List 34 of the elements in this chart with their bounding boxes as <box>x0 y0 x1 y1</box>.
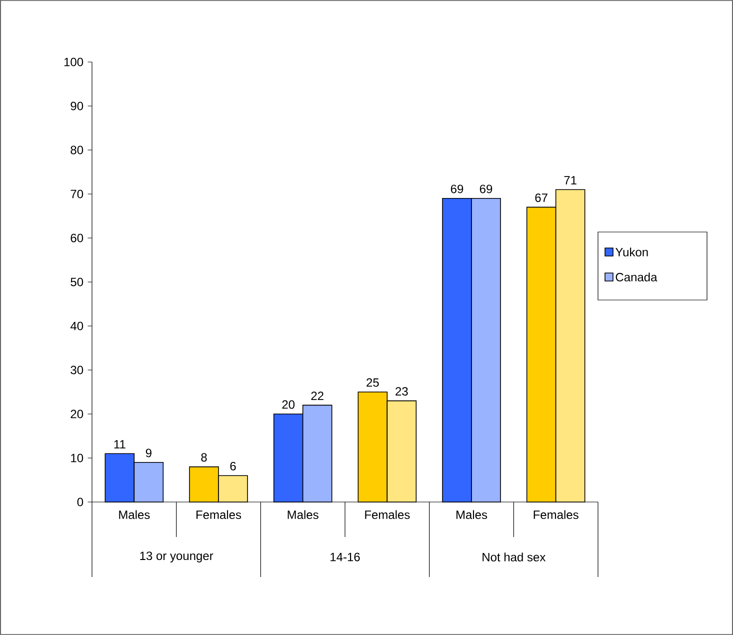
data-label: 67 <box>535 194 548 202</box>
legend-label: Yukon <box>615 248 648 256</box>
data-label: 69 <box>480 184 492 194</box>
data-label: 8 <box>201 453 207 462</box>
x-tick-label: Males <box>456 510 488 520</box>
x-tick-label: Females <box>196 510 242 520</box>
x-tick-label: Females <box>534 510 578 520</box>
y-tick-label: 60 <box>70 234 84 242</box>
y-tick-label: 50 <box>70 278 84 286</box>
data-label: 71 <box>564 176 576 184</box>
y-tick-label: 30 <box>70 366 84 374</box>
data-label: 69 <box>450 184 464 194</box>
data-label: 20 <box>282 400 295 409</box>
x-tick-label: Males <box>288 510 318 520</box>
legend-label: Canada <box>616 272 658 282</box>
x-tick-label: Males <box>119 510 150 520</box>
y-tick-label: 0 <box>77 498 84 506</box>
data-label: 9 <box>146 448 152 458</box>
data-label: 22 <box>311 392 324 400</box>
y-tick-label: 40 <box>70 322 84 330</box>
y-tick-label: 20 <box>70 410 84 418</box>
data-label: 25 <box>366 378 379 387</box>
y-tick-label: 90 <box>70 102 84 110</box>
y-tick-label: 100 <box>64 58 84 66</box>
data-label: 23 <box>396 387 408 396</box>
y-tick-label: 80 <box>70 146 84 154</box>
x-tick-label: Females <box>365 510 410 520</box>
text: Not had sex <box>482 552 546 562</box>
y-tick-label: 10 <box>71 454 84 462</box>
data-label: 11 <box>114 440 126 448</box>
text: 13 or younger <box>140 552 214 562</box>
data-label: 6 <box>230 462 236 470</box>
y-tick-label: 70 <box>70 190 84 198</box>
text: 14-16 <box>330 552 360 562</box>
